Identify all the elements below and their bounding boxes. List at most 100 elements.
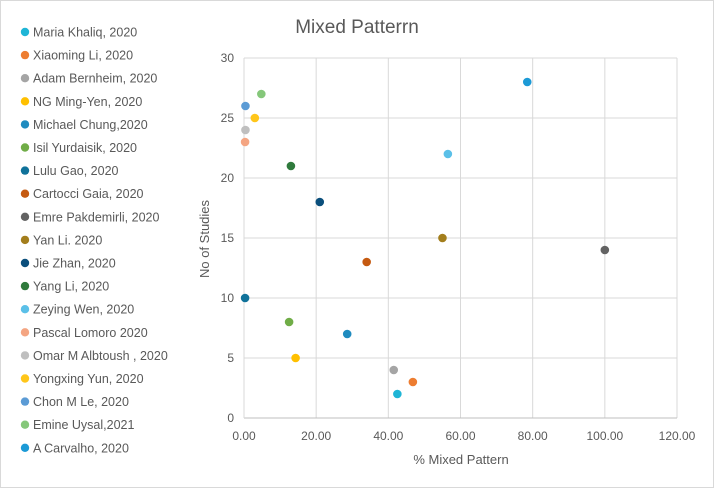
legend-entry: Jie Zhan, 2020	[20, 257, 116, 271]
legend-marker	[20, 305, 30, 314]
legend-label: Lulu Gao, 2020	[33, 164, 119, 178]
data-points	[240, 77, 610, 399]
data-point	[342, 329, 352, 339]
y-tick-label: 0	[227, 411, 234, 425]
legend-marker	[20, 235, 30, 245]
legend-entry: NG Ming-Yen, 2020	[20, 95, 142, 109]
legend-marker	[20, 443, 30, 452]
data-point	[389, 365, 399, 375]
legend-marker	[20, 74, 30, 83]
legend-entry: Pascal Lomoro 2020	[20, 326, 148, 340]
legend-marker	[20, 258, 30, 268]
legend-entry: Xiaoming Li, 2020	[20, 49, 133, 63]
legend-marker	[20, 328, 30, 337]
data-point	[315, 197, 325, 207]
y-tick-label: 30	[221, 51, 235, 65]
data-point	[257, 89, 266, 99]
legend-entry: Omar M Albtoush , 2020	[20, 349, 168, 363]
axes	[243, 58, 677, 419]
legend-label: NG Ming-Yen, 2020	[33, 95, 142, 109]
legend-label: Pascal Lomoro 2020	[33, 326, 148, 340]
legend-entry: Chon M Le, 2020	[20, 395, 129, 409]
legend-marker	[20, 166, 30, 175]
legend-entry: Emine Uysal,2021	[20, 418, 134, 432]
x-tick-label: 0.00	[232, 429, 256, 443]
legend-entry: Emre Pakdemirli, 2020	[20, 210, 159, 224]
legend-label: Emre Pakdemirli, 2020	[33, 210, 159, 224]
data-point	[240, 137, 250, 147]
legend-label: Jie Zhan, 2020	[33, 257, 116, 271]
x-tick-label: 40.00	[373, 429, 403, 443]
legend-entry: Zeying Wen, 2020	[20, 303, 134, 317]
legend-marker	[20, 50, 30, 60]
legend-marker	[20, 120, 30, 129]
y-tick-label: 10	[221, 291, 235, 305]
legend: Maria Khaliq, 2020 Xiaoming Li, 2020 Adam …	[20, 26, 168, 455]
legend-marker	[20, 420, 30, 429]
x-tick-label: 60.00	[445, 429, 475, 443]
x-axis-title: % Mixed Pattern	[413, 452, 508, 467]
legend-entry: Adam Bernheim, 2020	[20, 72, 157, 86]
legend-label: Yongxing Yun, 2020	[33, 372, 144, 386]
legend-marker	[20, 27, 30, 37]
legend-entry: Maria Khaliq, 2020	[20, 26, 137, 40]
legend-label: A Carvalho, 2020	[33, 441, 129, 455]
legend-marker	[20, 189, 30, 198]
x-axis-ticks: 0.00 20.00 40.00 60.00 80.00 100.00 120.00	[232, 429, 695, 443]
legend-marker	[20, 143, 30, 152]
legend-label: Adam Bernheim, 2020	[33, 72, 157, 86]
legend-label: Omar M Albtoush , 2020	[33, 349, 168, 363]
legend-entry: Yan Li. 2020	[20, 233, 102, 247]
legend-entry: Lulu Gao, 2020	[20, 164, 119, 178]
data-point	[241, 125, 250, 135]
legend-label: Xiaoming Li, 2020	[33, 49, 133, 63]
legend-entry: Michael Chung,2020	[20, 118, 148, 132]
x-tick-label: 80.00	[518, 429, 548, 443]
legend-label: Zeying Wen, 2020	[33, 303, 134, 317]
legend-entry: Cartocci Gaia, 2020	[20, 187, 144, 201]
legend-marker	[20, 97, 30, 106]
legend-marker	[20, 397, 30, 406]
data-point	[362, 257, 371, 267]
y-tick-label: 15	[221, 231, 235, 245]
data-point	[291, 353, 300, 363]
chart-title: Mixed Patterrn	[295, 17, 419, 38]
y-tick-label: 20	[221, 171, 235, 185]
data-point	[393, 389, 402, 399]
legend-marker	[20, 212, 30, 221]
data-point	[284, 317, 294, 327]
y-tick-label: 25	[221, 111, 235, 125]
legend-label: Isil Yurdaisik, 2020	[33, 141, 137, 155]
legend-entry: A Carvalho, 2020	[20, 441, 129, 455]
legend-marker	[20, 351, 30, 360]
legend-label: Yan Li. 2020	[33, 233, 102, 247]
legend-label: Yang Li, 2020	[33, 280, 109, 294]
x-tick-label: 100.00	[586, 429, 623, 443]
data-point	[241, 101, 250, 111]
data-point	[522, 77, 532, 87]
data-point	[600, 245, 610, 255]
legend-label: Emine Uysal,2021	[33, 418, 134, 432]
gridlines	[244, 57, 678, 418]
data-point	[286, 161, 296, 171]
legend-marker	[20, 374, 30, 383]
data-point	[438, 233, 447, 243]
legend-label: Maria Khaliq, 2020	[33, 26, 137, 40]
legend-marker	[20, 281, 30, 291]
legend-label: Cartocci Gaia, 2020	[33, 187, 144, 201]
data-point	[443, 149, 453, 159]
y-axis-title: No of Studies	[197, 199, 212, 278]
data-point	[240, 293, 250, 303]
legend-label: Chon M Le, 2020	[33, 395, 129, 409]
y-tick-label: 5	[227, 351, 234, 365]
legend-entry: Yang Li, 2020	[20, 280, 109, 294]
x-tick-label: 20.00	[301, 429, 331, 443]
legend-label: Michael Chung,2020	[33, 118, 148, 132]
y-axis-ticks: 0 5 10 15 20 25 30	[221, 51, 235, 425]
data-point	[408, 377, 418, 387]
data-point	[250, 113, 260, 123]
legend-entry: Yongxing Yun, 2020	[20, 372, 144, 386]
legend-entry: Isil Yurdaisik, 2020	[20, 141, 137, 155]
